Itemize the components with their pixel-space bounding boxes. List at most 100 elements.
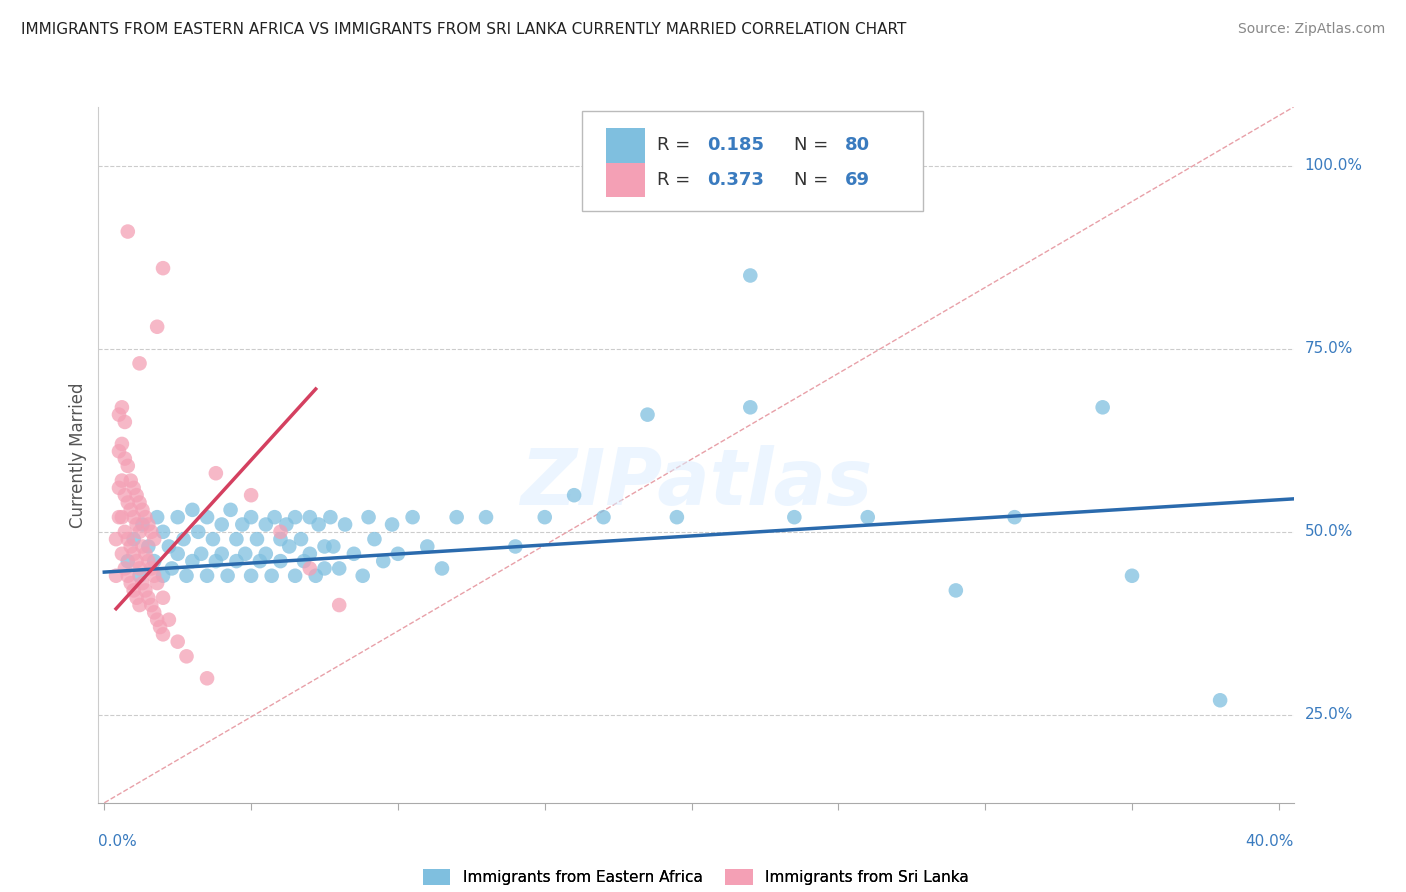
Point [111,547,134,561]
Point [276,517,298,532]
Point [128,568,150,582]
Point [117,532,139,546]
Point [141,524,163,539]
Point [225,532,247,546]
Point [1004,510,1026,524]
Point [592,510,614,524]
Point [128,524,150,539]
Point [783,510,806,524]
Point [562,488,585,502]
Point [305,568,328,582]
Point [260,568,283,582]
Point [117,225,139,239]
Point [128,598,150,612]
Point [328,561,350,575]
Point [117,458,139,473]
Point [205,467,228,481]
Point [111,474,134,488]
Text: 69: 69 [845,171,870,189]
Point [128,495,150,509]
Point [114,561,136,575]
Point [219,503,242,517]
Point [138,591,160,605]
Point [201,532,224,546]
Point [117,568,139,582]
Point [108,408,131,422]
Point [146,576,169,591]
Text: 0.0%: 0.0% [98,834,138,849]
Point [105,532,128,546]
Point [143,554,166,568]
Point [233,547,256,561]
Text: 0.373: 0.373 [707,171,763,189]
Point [131,576,153,591]
Point [298,561,321,575]
Point [533,510,555,524]
Legend: Immigrants from Eastern Africa, Immigrants from Sri Lanka: Immigrants from Eastern Africa, Immigran… [415,862,977,892]
Point [269,532,291,546]
Point [231,517,253,532]
Point [190,547,212,561]
Point [217,568,239,582]
Point [343,547,366,561]
Point [945,583,967,598]
Point [122,510,145,524]
Text: N =: N = [794,136,834,154]
Point [120,474,142,488]
Text: R =: R = [657,171,696,189]
Point [446,510,468,524]
Point [416,540,439,554]
Point [176,568,198,582]
Point [111,510,134,524]
Text: 50.0%: 50.0% [1305,524,1353,540]
Point [278,540,301,554]
Text: 0.185: 0.185 [707,136,763,154]
Text: 75.0%: 75.0% [1305,342,1353,356]
Point [195,568,218,582]
Point [146,613,169,627]
Text: 25.0%: 25.0% [1305,707,1353,723]
Point [166,510,188,524]
Point [314,561,336,575]
Point [152,627,174,641]
Point [475,510,498,524]
Point [114,451,136,466]
Point [122,532,145,546]
Point [333,517,356,532]
Point [181,554,204,568]
Point [122,481,145,495]
Point [134,547,156,561]
Point [120,503,142,517]
Point [211,547,233,561]
Point [125,554,148,568]
Point [328,598,350,612]
Point [387,547,409,561]
Point [125,517,148,532]
Point [173,532,195,546]
Point [254,547,277,561]
Point [146,319,169,334]
Point [176,649,198,664]
Point [157,540,180,554]
Point [114,524,136,539]
Point [134,583,156,598]
Point [125,591,148,605]
Point [120,576,142,591]
Point [141,598,163,612]
Point [298,547,321,561]
Point [254,517,277,532]
Text: 100.0%: 100.0% [1305,158,1362,173]
Point [114,415,136,429]
Point [505,540,527,554]
Point [117,495,139,509]
Point [740,268,762,283]
Point [181,503,204,517]
Point [160,561,183,575]
Point [357,510,380,524]
Point [225,554,247,568]
Point [138,540,160,554]
Point [740,401,762,415]
Point [352,568,374,582]
Point [308,517,330,532]
Point [298,510,321,524]
